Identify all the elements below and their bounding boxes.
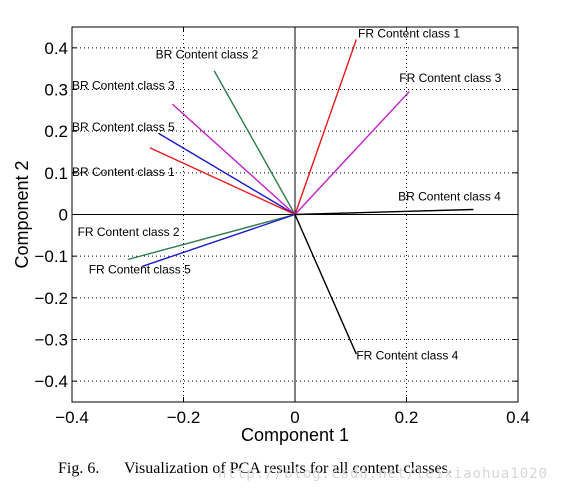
y-axis-label: Component 2 — [12, 160, 32, 268]
x-tick-label: −0.2 — [167, 408, 201, 427]
annotation-label: BR Content class 1 — [72, 165, 175, 179]
annotation-label: FR Content class 3 — [399, 71, 501, 85]
y-tick-label: −0.1 — [34, 247, 68, 266]
watermark: http://blog.csdn.net/leixiaohua1020 — [218, 466, 549, 482]
pca-chart: −0.4 −0.2 0 0.2 0.4 −0.4 −0.3 −0.2 −0.1 0 0.1 0.2 0.… — [12, 26, 530, 445]
annotation-label: FR Content class 5 — [89, 263, 191, 277]
annotation-label: BR Content class 2 — [156, 47, 259, 61]
annotation-label: BR Content class 5 — [72, 120, 175, 134]
series-line-br-content-class-3 — [171, 103, 296, 216]
series-line-fr-content-class-1 — [294, 39, 357, 215]
y-tick-label: 0.1 — [44, 164, 68, 183]
y-tick-label: 0.4 — [44, 39, 68, 58]
y-tick-label: −0.4 — [34, 372, 68, 391]
series-layer — [127, 39, 474, 355]
series-line-br-content-class-4 — [294, 208, 474, 216]
y-tick-label: −0.2 — [34, 289, 68, 308]
annotation-label: BR Content class 3 — [72, 79, 175, 93]
y-tick-label: −0.3 — [34, 331, 68, 350]
caption-text: Visualization of PCA results for all con… — [124, 460, 452, 477]
y-tick-label: 0.3 — [44, 81, 68, 100]
series-line-br-content-class-1 — [149, 147, 296, 216]
figure-number: Fig. 6. — [58, 460, 100, 477]
series-line-fr-content-class-2 — [127, 213, 296, 261]
annotation-label: FR Content class 1 — [358, 26, 460, 40]
ticks: −0.4 −0.2 0 0.2 0.4 −0.4 −0.3 −0.2 −0.1 0 0.1 0.2 0.… — [34, 27, 530, 427]
y-tick-label: 0 — [59, 206, 68, 225]
x-tick-label: −0.4 — [55, 408, 89, 427]
annotation-label: FR Content class 4 — [356, 349, 458, 363]
x-axis-label: Component 1 — [241, 425, 349, 445]
annotation-label: BR Content class 4 — [398, 189, 501, 203]
annotations: FR Content class 1 FR Content class 3 BR C… — [72, 26, 502, 362]
series-line-br-content-class-5 — [158, 132, 296, 216]
annotation-label: FR Content class 2 — [78, 225, 180, 239]
y-tick-label: 0.2 — [44, 122, 68, 141]
series-line-fr-content-class-5 — [141, 213, 296, 268]
x-tick-label: 0 — [290, 408, 299, 427]
series-line-fr-content-class-4 — [294, 214, 357, 355]
x-tick-label: 0.2 — [395, 408, 419, 427]
series-line-fr-content-class-3 — [294, 91, 410, 215]
x-tick-label: 0.4 — [506, 408, 530, 427]
series-line-br-content-class-2 — [213, 70, 296, 215]
